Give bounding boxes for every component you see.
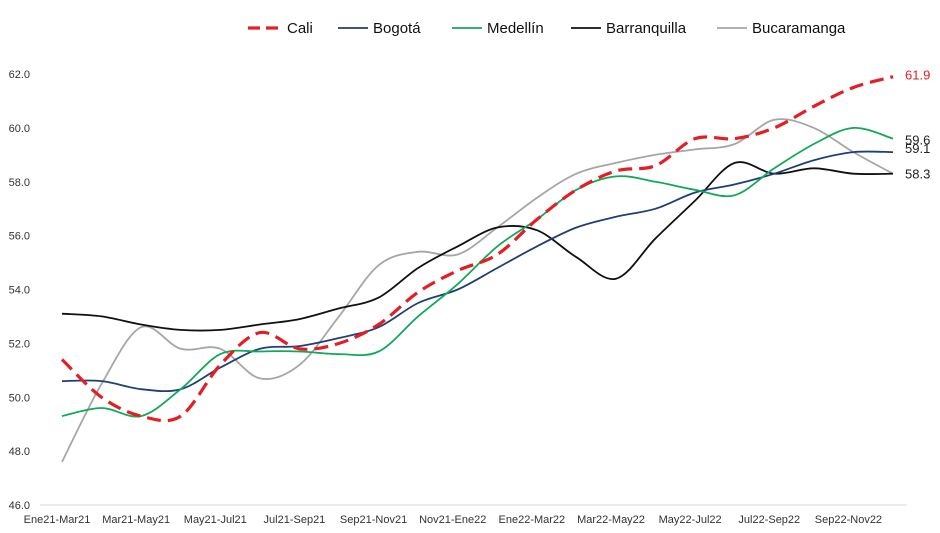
series-lines bbox=[60, 75, 894, 463]
y-tick-label: 56.0 bbox=[9, 231, 30, 243]
x-tick-label: Mar21-May21 bbox=[102, 514, 170, 526]
series-line-cali bbox=[60, 75, 894, 423]
x-tick-label: Nov21-Ene22 bbox=[419, 514, 486, 526]
y-tick-label: 48.0 bbox=[9, 446, 30, 458]
legend: Cali Bogotá Medellín Barranquilla Bucaramang… bbox=[248, 20, 846, 37]
legend-label-bucaramanga: Bucaramanga bbox=[752, 20, 846, 37]
legend-label-bogota: Bogotá bbox=[373, 20, 421, 37]
legend-label-cali: Cali bbox=[287, 20, 313, 37]
end-labels: 61.9 59.159.6 58.3 bbox=[905, 68, 930, 182]
x-tick-label: Jul21-Sep21 bbox=[264, 514, 326, 526]
series-line-bogota bbox=[61, 150, 894, 393]
end-label-medellin: 59.6 bbox=[905, 133, 930, 148]
y-tick-label: 54.0 bbox=[9, 285, 30, 297]
x-tick-label: Sep21-Nov21 bbox=[340, 514, 407, 526]
x-tick-label: Ene22-Mar22 bbox=[499, 514, 566, 526]
series-line-barranquilla bbox=[61, 161, 894, 332]
end-label-cali: 61.9 bbox=[905, 68, 930, 83]
y-axis: 46.0 48.0 50.0 52.0 54.0 56.0 58.0 60.0 62.0 bbox=[9, 69, 30, 512]
legend-label-barranquilla: Barranquilla bbox=[606, 20, 687, 37]
y-tick-label: 60.0 bbox=[9, 123, 30, 135]
end-label-bogota: 59.1 bbox=[905, 141, 930, 156]
x-tick-label: Ene21-Mar21 bbox=[24, 514, 91, 526]
x-tick-label: May21-Jul21 bbox=[184, 514, 247, 526]
x-tick-label: Mar22-May22 bbox=[577, 514, 645, 526]
series-line-medellin bbox=[61, 126, 894, 418]
y-tick-label: 46.0 bbox=[9, 500, 30, 512]
x-axis: Ene21-Mar21 Mar21-May21 May21-Jul21 Jul21-S… bbox=[24, 504, 907, 526]
end-label-barranquilla: 58.3 bbox=[905, 167, 930, 182]
x-tick-label: May22-Jul22 bbox=[659, 514, 722, 526]
legend-label-medellin: Medellín bbox=[487, 20, 544, 37]
series-line-bucaramanga bbox=[61, 118, 894, 463]
y-tick-label: 52.0 bbox=[9, 338, 30, 350]
y-tick-label: 62.0 bbox=[9, 69, 30, 81]
x-tick-label: Jul22-Sep22 bbox=[738, 514, 800, 526]
x-tick-label: Sep22-Nov22 bbox=[815, 514, 882, 526]
y-tick-label: 58.0 bbox=[9, 177, 30, 189]
y-tick-label: 50.0 bbox=[9, 392, 30, 404]
